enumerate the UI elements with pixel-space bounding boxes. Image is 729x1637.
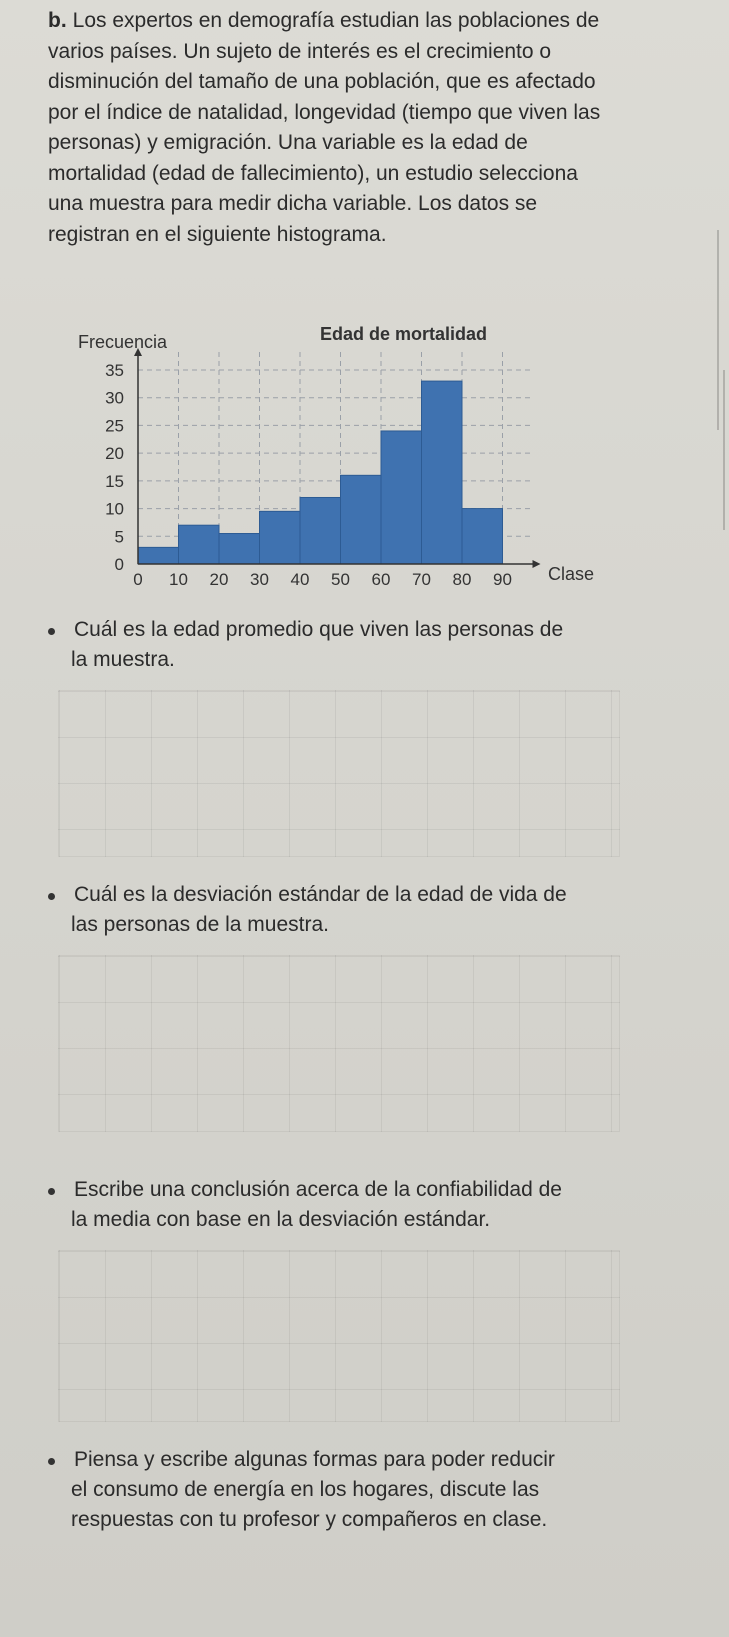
x-tick-label: 30 — [250, 570, 269, 589]
question-1-line-2: la muestra. — [71, 648, 175, 671]
problem-label: b. — [48, 9, 67, 32]
y-tick-label: 15 — [105, 472, 124, 491]
x-axis-arrow — [532, 560, 541, 568]
question-3: Escribe una conclusión acerca de la conf… — [48, 1175, 630, 1235]
histogram-chart: Edad de mortalidad Frecuencia Clase 0 5 10… — [70, 318, 630, 618]
y-tick-labels: 0 5 10 15 20 25 30 35 — [105, 361, 124, 574]
histogram-bar — [299, 496, 341, 565]
bullet-dot — [48, 1188, 55, 1195]
y-axis-label: Frecuencia — [78, 332, 168, 352]
histogram-bar — [178, 524, 220, 565]
answer-area-1[interactable] — [58, 690, 620, 857]
x-tick-label: 40 — [291, 570, 310, 589]
y-axis-arrow — [134, 348, 142, 356]
page-edge-shadow — [717, 230, 719, 430]
histogram-svg: Edad de mortalidad Frecuencia Clase 0 5 10… — [78, 324, 594, 589]
y-tick-label: 35 — [105, 361, 124, 380]
x-tick-label: 70 — [412, 570, 431, 589]
page-edge-shadow — [723, 370, 725, 530]
axes — [134, 348, 541, 568]
bullet-dot — [48, 1458, 55, 1465]
problem-text: Los expertos en demografía estudian las … — [48, 9, 601, 246]
question-3-line-2: la media con base en la desviación están… — [71, 1208, 491, 1231]
question-1: Cuál es la edad promedio que viven las p… — [48, 615, 630, 675]
x-tick-label: 60 — [372, 570, 391, 589]
x-tick-label: 50 — [331, 570, 350, 589]
question-1-line-1: Cuál es la edad promedio que viven las p… — [74, 618, 564, 641]
answer-area-2[interactable] — [58, 955, 620, 1132]
histogram-bar — [380, 430, 422, 565]
question-3-line-1: Escribe una conclusión acerca de la conf… — [74, 1178, 562, 1201]
problem-statement: b. Los expertos en demografía estudian la… — [48, 6, 608, 250]
answer-area-3[interactable] — [58, 1250, 620, 1422]
chart-title: Edad de mortalidad — [320, 324, 487, 344]
y-tick-label: 5 — [115, 527, 124, 546]
bars — [137, 380, 503, 565]
question-4-line-3: respuestas con tu profesor y compañeros … — [71, 1508, 548, 1531]
histogram-bar — [421, 380, 463, 565]
x-tick-label: 0 — [133, 570, 142, 589]
question-4-line-2: el consumo de energía en los hogares, di… — [71, 1478, 540, 1501]
histogram-bar — [340, 474, 382, 565]
x-axis-label: Clase — [548, 564, 594, 584]
x-tick-label: 80 — [453, 570, 472, 589]
question-2-line-2: las personas de la muestra. — [71, 913, 329, 936]
x-tick-labels: 0 10 20 30 40 50 60 70 80 90 — [133, 570, 512, 589]
y-tick-label: 30 — [105, 389, 124, 408]
histogram-bar — [259, 510, 301, 565]
histogram-bar — [461, 508, 503, 565]
bullet-dot — [48, 628, 55, 635]
x-tick-label: 10 — [169, 570, 188, 589]
y-tick-label: 25 — [105, 416, 124, 435]
question-2-line-1: Cuál es la desviación estándar de la eda… — [74, 883, 567, 906]
y-tick-label: 10 — [105, 500, 124, 519]
histogram-bar — [137, 546, 179, 565]
x-tick-label: 90 — [493, 570, 512, 589]
question-2: Cuál es la desviación estándar de la eda… — [48, 880, 630, 940]
y-tick-label: 0 — [115, 555, 124, 574]
bullet-dot — [48, 893, 55, 900]
histogram-bar — [218, 533, 260, 565]
x-tick-label: 20 — [210, 570, 229, 589]
question-4: Piensa y escribe algunas formas para pod… — [48, 1445, 630, 1535]
question-4-line-1: Piensa y escribe algunas formas para pod… — [74, 1448, 555, 1471]
y-tick-label: 20 — [105, 444, 124, 463]
